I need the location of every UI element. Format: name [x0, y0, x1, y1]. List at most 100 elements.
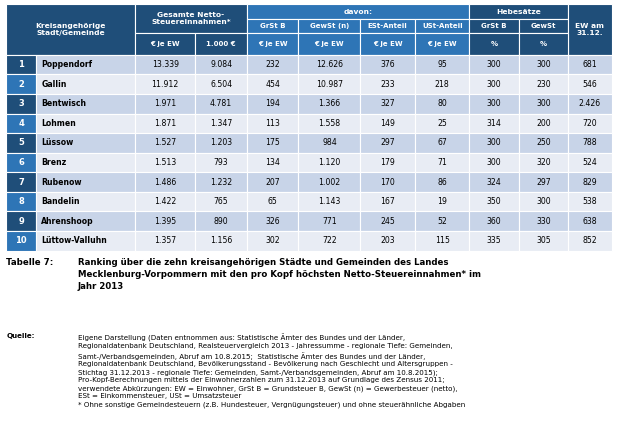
Bar — [519, 133, 568, 153]
Bar — [135, 172, 195, 192]
Text: 6: 6 — [19, 158, 24, 167]
Bar — [415, 172, 470, 192]
Bar — [415, 74, 470, 94]
Text: Lüttow-Valluhn: Lüttow-Valluhn — [41, 236, 107, 245]
Bar — [6, 172, 36, 192]
Text: Ranking über die zehn kreisangehörigen Städte und Gemeinden des Landes
Mecklenbu: Ranking über die zehn kreisangehörigen S… — [78, 258, 481, 291]
Bar — [298, 33, 360, 55]
Bar — [135, 133, 195, 153]
Text: € je EW: € je EW — [150, 41, 180, 47]
Bar — [247, 55, 298, 74]
Bar — [415, 212, 470, 231]
Bar — [195, 94, 247, 114]
Bar — [568, 231, 612, 251]
Text: 771: 771 — [322, 217, 337, 226]
Text: %: % — [491, 41, 497, 47]
Bar — [470, 192, 519, 212]
Bar — [6, 94, 36, 114]
Text: 200: 200 — [536, 119, 551, 128]
Bar — [519, 114, 568, 133]
Bar — [36, 172, 135, 192]
Bar — [470, 133, 519, 153]
Text: 194: 194 — [265, 99, 280, 108]
Text: 793: 793 — [214, 158, 229, 167]
Bar — [519, 19, 568, 33]
Text: 9.084: 9.084 — [210, 60, 232, 69]
Text: 1.971: 1.971 — [154, 99, 176, 108]
Bar — [135, 114, 195, 133]
Bar — [195, 192, 247, 212]
Bar — [6, 4, 135, 55]
Bar — [135, 33, 195, 55]
Bar — [470, 114, 519, 133]
Text: GewSt: GewSt — [531, 23, 556, 29]
Bar — [298, 55, 360, 74]
Text: 300: 300 — [536, 99, 551, 108]
Text: 302: 302 — [265, 236, 280, 245]
Bar — [568, 192, 612, 212]
Text: 300: 300 — [536, 197, 551, 206]
Bar — [36, 231, 135, 251]
Text: 9: 9 — [19, 217, 24, 226]
Text: 5: 5 — [19, 139, 24, 147]
Text: 25: 25 — [438, 119, 447, 128]
Bar — [519, 212, 568, 231]
Text: 360: 360 — [487, 217, 501, 226]
Text: 330: 330 — [536, 217, 551, 226]
Text: 327: 327 — [381, 99, 395, 108]
Bar — [568, 172, 612, 192]
Text: GrSt B: GrSt B — [481, 23, 507, 29]
Text: Poppendorf: Poppendorf — [41, 60, 93, 69]
Bar — [470, 231, 519, 251]
Text: 65: 65 — [268, 197, 277, 206]
Text: 80: 80 — [438, 99, 447, 108]
Text: 19: 19 — [438, 197, 447, 206]
Text: 300: 300 — [536, 60, 551, 69]
Bar — [568, 4, 612, 55]
Bar — [519, 172, 568, 192]
Text: Brenz: Brenz — [41, 158, 67, 167]
Bar — [298, 153, 360, 172]
Bar — [568, 55, 612, 74]
Bar — [195, 231, 247, 251]
Bar — [247, 94, 298, 114]
Bar — [470, 212, 519, 231]
Text: 1.203: 1.203 — [210, 139, 232, 147]
Text: Lüssow: Lüssow — [41, 139, 74, 147]
Text: 1.527: 1.527 — [154, 139, 176, 147]
Text: 324: 324 — [487, 177, 501, 187]
Text: 1.002: 1.002 — [318, 177, 341, 187]
Text: GrSt B: GrSt B — [260, 23, 286, 29]
Text: 1.000 €: 1.000 € — [206, 41, 236, 47]
Bar — [298, 172, 360, 192]
Text: 67: 67 — [438, 139, 447, 147]
Text: 115: 115 — [435, 236, 450, 245]
Text: 320: 320 — [536, 158, 551, 167]
Text: 2.426: 2.426 — [579, 99, 601, 108]
Bar — [36, 74, 135, 94]
Text: 1.156: 1.156 — [210, 236, 232, 245]
Bar — [195, 33, 247, 55]
Bar — [298, 212, 360, 231]
Bar — [519, 74, 568, 94]
Text: 52: 52 — [438, 217, 447, 226]
Bar — [415, 231, 470, 251]
Text: 1: 1 — [19, 60, 24, 69]
Bar — [415, 94, 470, 114]
Text: EW am
31.12.: EW am 31.12. — [575, 23, 604, 36]
Text: 638: 638 — [583, 217, 597, 226]
Text: 2: 2 — [19, 80, 24, 89]
Text: 720: 720 — [583, 119, 597, 128]
Text: 335: 335 — [487, 236, 501, 245]
Bar — [135, 74, 195, 94]
Bar — [298, 114, 360, 133]
Text: 4.781: 4.781 — [210, 99, 232, 108]
Bar — [247, 133, 298, 153]
Bar — [298, 133, 360, 153]
Text: 1.347: 1.347 — [210, 119, 232, 128]
Bar — [247, 153, 298, 172]
Text: 170: 170 — [380, 177, 395, 187]
Text: 376: 376 — [381, 60, 395, 69]
Bar — [415, 133, 470, 153]
Text: 1.486: 1.486 — [154, 177, 176, 187]
